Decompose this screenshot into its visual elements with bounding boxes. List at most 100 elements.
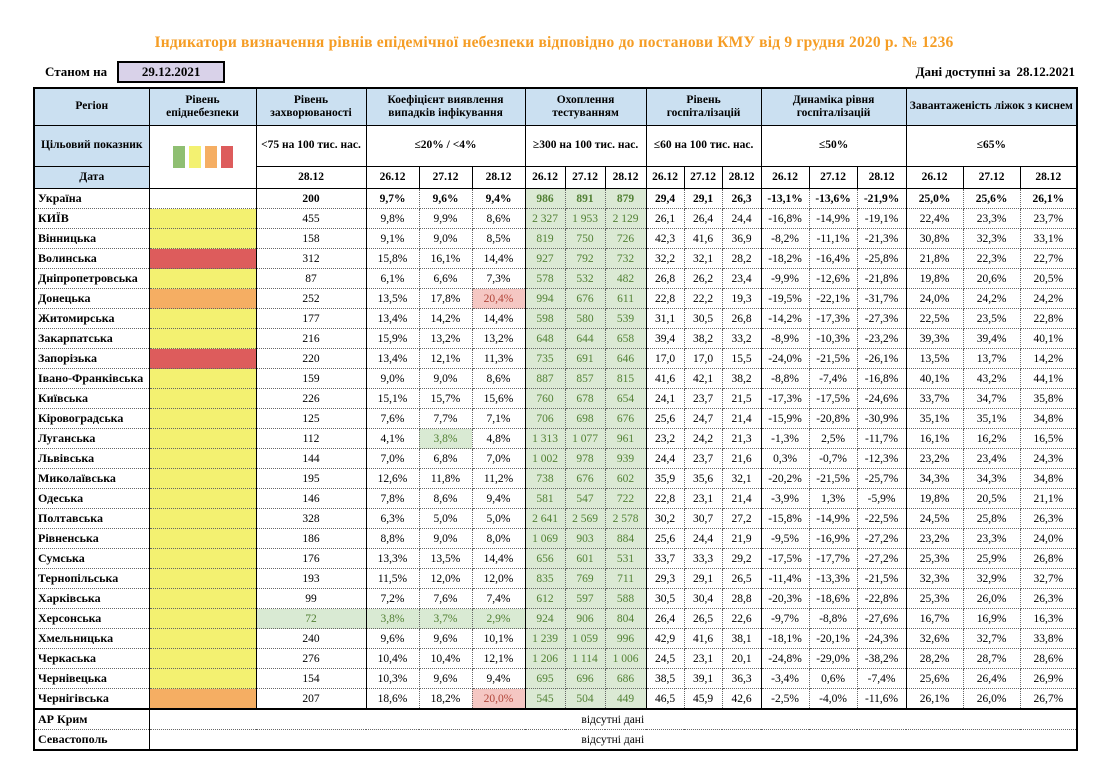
- value-cell: 21,1%: [1020, 488, 1078, 509]
- value-cell: 30,8%: [906, 228, 964, 249]
- value-cell: 26,8%: [1020, 548, 1078, 569]
- value-cell: 24,5%: [906, 508, 964, 529]
- value-cell: -12,3%: [857, 448, 907, 469]
- table-row: Тернопільська 193 11,5% 12,0% 12,0% 835 769 711…: [34, 568, 1078, 589]
- value-cell: 927: [525, 248, 566, 269]
- value-cell: 15,6%: [472, 388, 526, 409]
- value-cell: 41,6: [646, 368, 685, 389]
- value-cell: 32,3%: [906, 568, 964, 589]
- region-name: Волинська: [34, 248, 150, 269]
- incidence-cell: 220: [256, 348, 367, 369]
- value-cell: 30,4: [684, 588, 723, 609]
- value-cell: 29,2: [722, 548, 762, 569]
- value-cell: 23,3%: [963, 208, 1021, 229]
- value-cell: 16,5%: [1020, 428, 1078, 449]
- value-cell: 20,5%: [963, 488, 1021, 509]
- region-name: Житомирська: [34, 308, 150, 329]
- region-name: Миколаївська: [34, 468, 150, 489]
- col-header-detection: Коефіцієнт виявлення випадків інфікуванн…: [365, 87, 526, 126]
- region-name: Черкаська: [34, 648, 150, 669]
- value-cell: -17,3%: [809, 308, 858, 329]
- value-cell: -18,6%: [809, 588, 858, 609]
- date-cell: 28.12: [856, 166, 907, 189]
- value-cell: 33,7%: [906, 388, 964, 409]
- value-cell: -16,8%: [857, 368, 907, 389]
- risk-level-cell: [149, 688, 257, 710]
- risk-level-cell: [149, 328, 257, 349]
- value-cell: 15,1%: [366, 388, 420, 409]
- value-cell: 38,5: [646, 668, 685, 689]
- value-cell: 30,7: [684, 508, 723, 529]
- value-cell: 13,3%: [366, 548, 420, 569]
- value-cell: 35,6: [684, 468, 723, 489]
- value-cell: 33,3: [684, 548, 723, 569]
- value-cell: 903: [565, 528, 606, 549]
- value-cell: 22,4%: [906, 208, 964, 229]
- value-cell: 1 069: [525, 528, 566, 549]
- date-cell: 26.12: [905, 166, 964, 189]
- risk-level-cell: [149, 288, 257, 309]
- incidence-cell: 195: [256, 468, 367, 489]
- value-cell: 13,5%: [906, 348, 964, 369]
- risk-level-cell: [149, 308, 257, 329]
- value-cell: 13,5%: [366, 288, 420, 309]
- risk-level-cell: [149, 248, 257, 269]
- date-cell: 28.12: [471, 166, 526, 189]
- table-row: Чернівецька 154 10,3% 9,6% 9,4% 695 696 686 38,5…: [34, 668, 1078, 689]
- value-cell: 34,8%: [1020, 408, 1078, 429]
- value-cell: 12,0%: [419, 568, 473, 589]
- region-name: Чернігівська: [34, 688, 150, 710]
- value-cell: 36,3: [722, 668, 762, 689]
- value-cell: 42,3: [646, 228, 685, 249]
- table-row: Сумська 176 13,3% 13,5% 14,4% 656 601 531 33,7 33…: [34, 548, 1078, 569]
- value-cell: 23,7: [684, 388, 723, 409]
- value-cell: 29,3: [646, 568, 685, 589]
- value-cell: -20,8%: [809, 408, 858, 429]
- value-cell: 18,6%: [366, 688, 420, 710]
- value-cell: -14,9%: [809, 508, 858, 529]
- value-cell: 648: [525, 328, 566, 349]
- region-name: Київська: [34, 388, 150, 409]
- value-cell: 22,3%: [963, 248, 1021, 269]
- value-cell: 547: [565, 488, 606, 509]
- value-cell: 602: [605, 468, 647, 489]
- value-cell: 696: [565, 668, 606, 689]
- value-cell: -11,1%: [809, 228, 858, 249]
- value-cell: 20,1: [722, 648, 762, 669]
- value-cell: 531: [605, 548, 647, 569]
- value-cell: -22,8%: [857, 588, 907, 609]
- header-row-targets: Цільовий показник <75 на 100 тис. нас. ≤…: [33, 125, 1078, 189]
- table-row: Миколаївська 195 12,6% 11,8% 11,2% 738 676 602 3…: [34, 468, 1078, 489]
- value-cell: 28,2%: [906, 648, 964, 669]
- risk-level-cell: [149, 408, 257, 429]
- data-available-date: 28.12.2021: [1016, 64, 1076, 79]
- value-cell: 45,9: [684, 688, 723, 710]
- value-cell: 26,0%: [963, 588, 1021, 609]
- risk-level-swatch-3: [220, 146, 233, 168]
- value-cell: 611: [605, 288, 647, 309]
- value-cell: 9,6%: [419, 668, 473, 689]
- value-cell: 35,1%: [906, 408, 964, 429]
- value-cell: 2 129: [605, 208, 647, 229]
- date-cell: 28.12: [604, 166, 647, 189]
- incidence-cell: 72: [256, 608, 367, 629]
- value-cell: 2 327: [525, 208, 566, 229]
- value-cell: 695: [525, 668, 566, 689]
- table-row: Харківська 99 7,2% 7,6% 7,4% 612 597 588 30,5 30,…: [34, 588, 1078, 609]
- value-cell: 9,4%: [472, 188, 526, 209]
- risk-level-cell: [149, 348, 257, 369]
- value-cell: 28,6%: [1020, 648, 1078, 669]
- table-row: Хмельницька 240 9,6% 9,6% 10,1% 1 239 1 059 996…: [34, 628, 1078, 649]
- value-cell: 20,4%: [472, 288, 526, 309]
- value-cell: -30,9%: [857, 408, 907, 429]
- value-cell: 24,3%: [1020, 448, 1078, 469]
- value-cell: 26,1%: [1020, 188, 1078, 209]
- value-cell: 26,5: [684, 608, 723, 629]
- value-cell: 676: [565, 468, 606, 489]
- value-cell: -21,8%: [857, 268, 907, 289]
- incidence-cell: 455: [256, 208, 367, 229]
- col-header-hosp-dynamics: Динаміка рівня госпіталізацій: [760, 87, 907, 126]
- table-row: Херсонська 72 3,8% 3,7% 2,9% 924 906 804 26,4 26,…: [34, 608, 1078, 629]
- value-cell: -15,8%: [761, 508, 810, 529]
- table-row: АР Крим відсутні дані: [34, 708, 1078, 730]
